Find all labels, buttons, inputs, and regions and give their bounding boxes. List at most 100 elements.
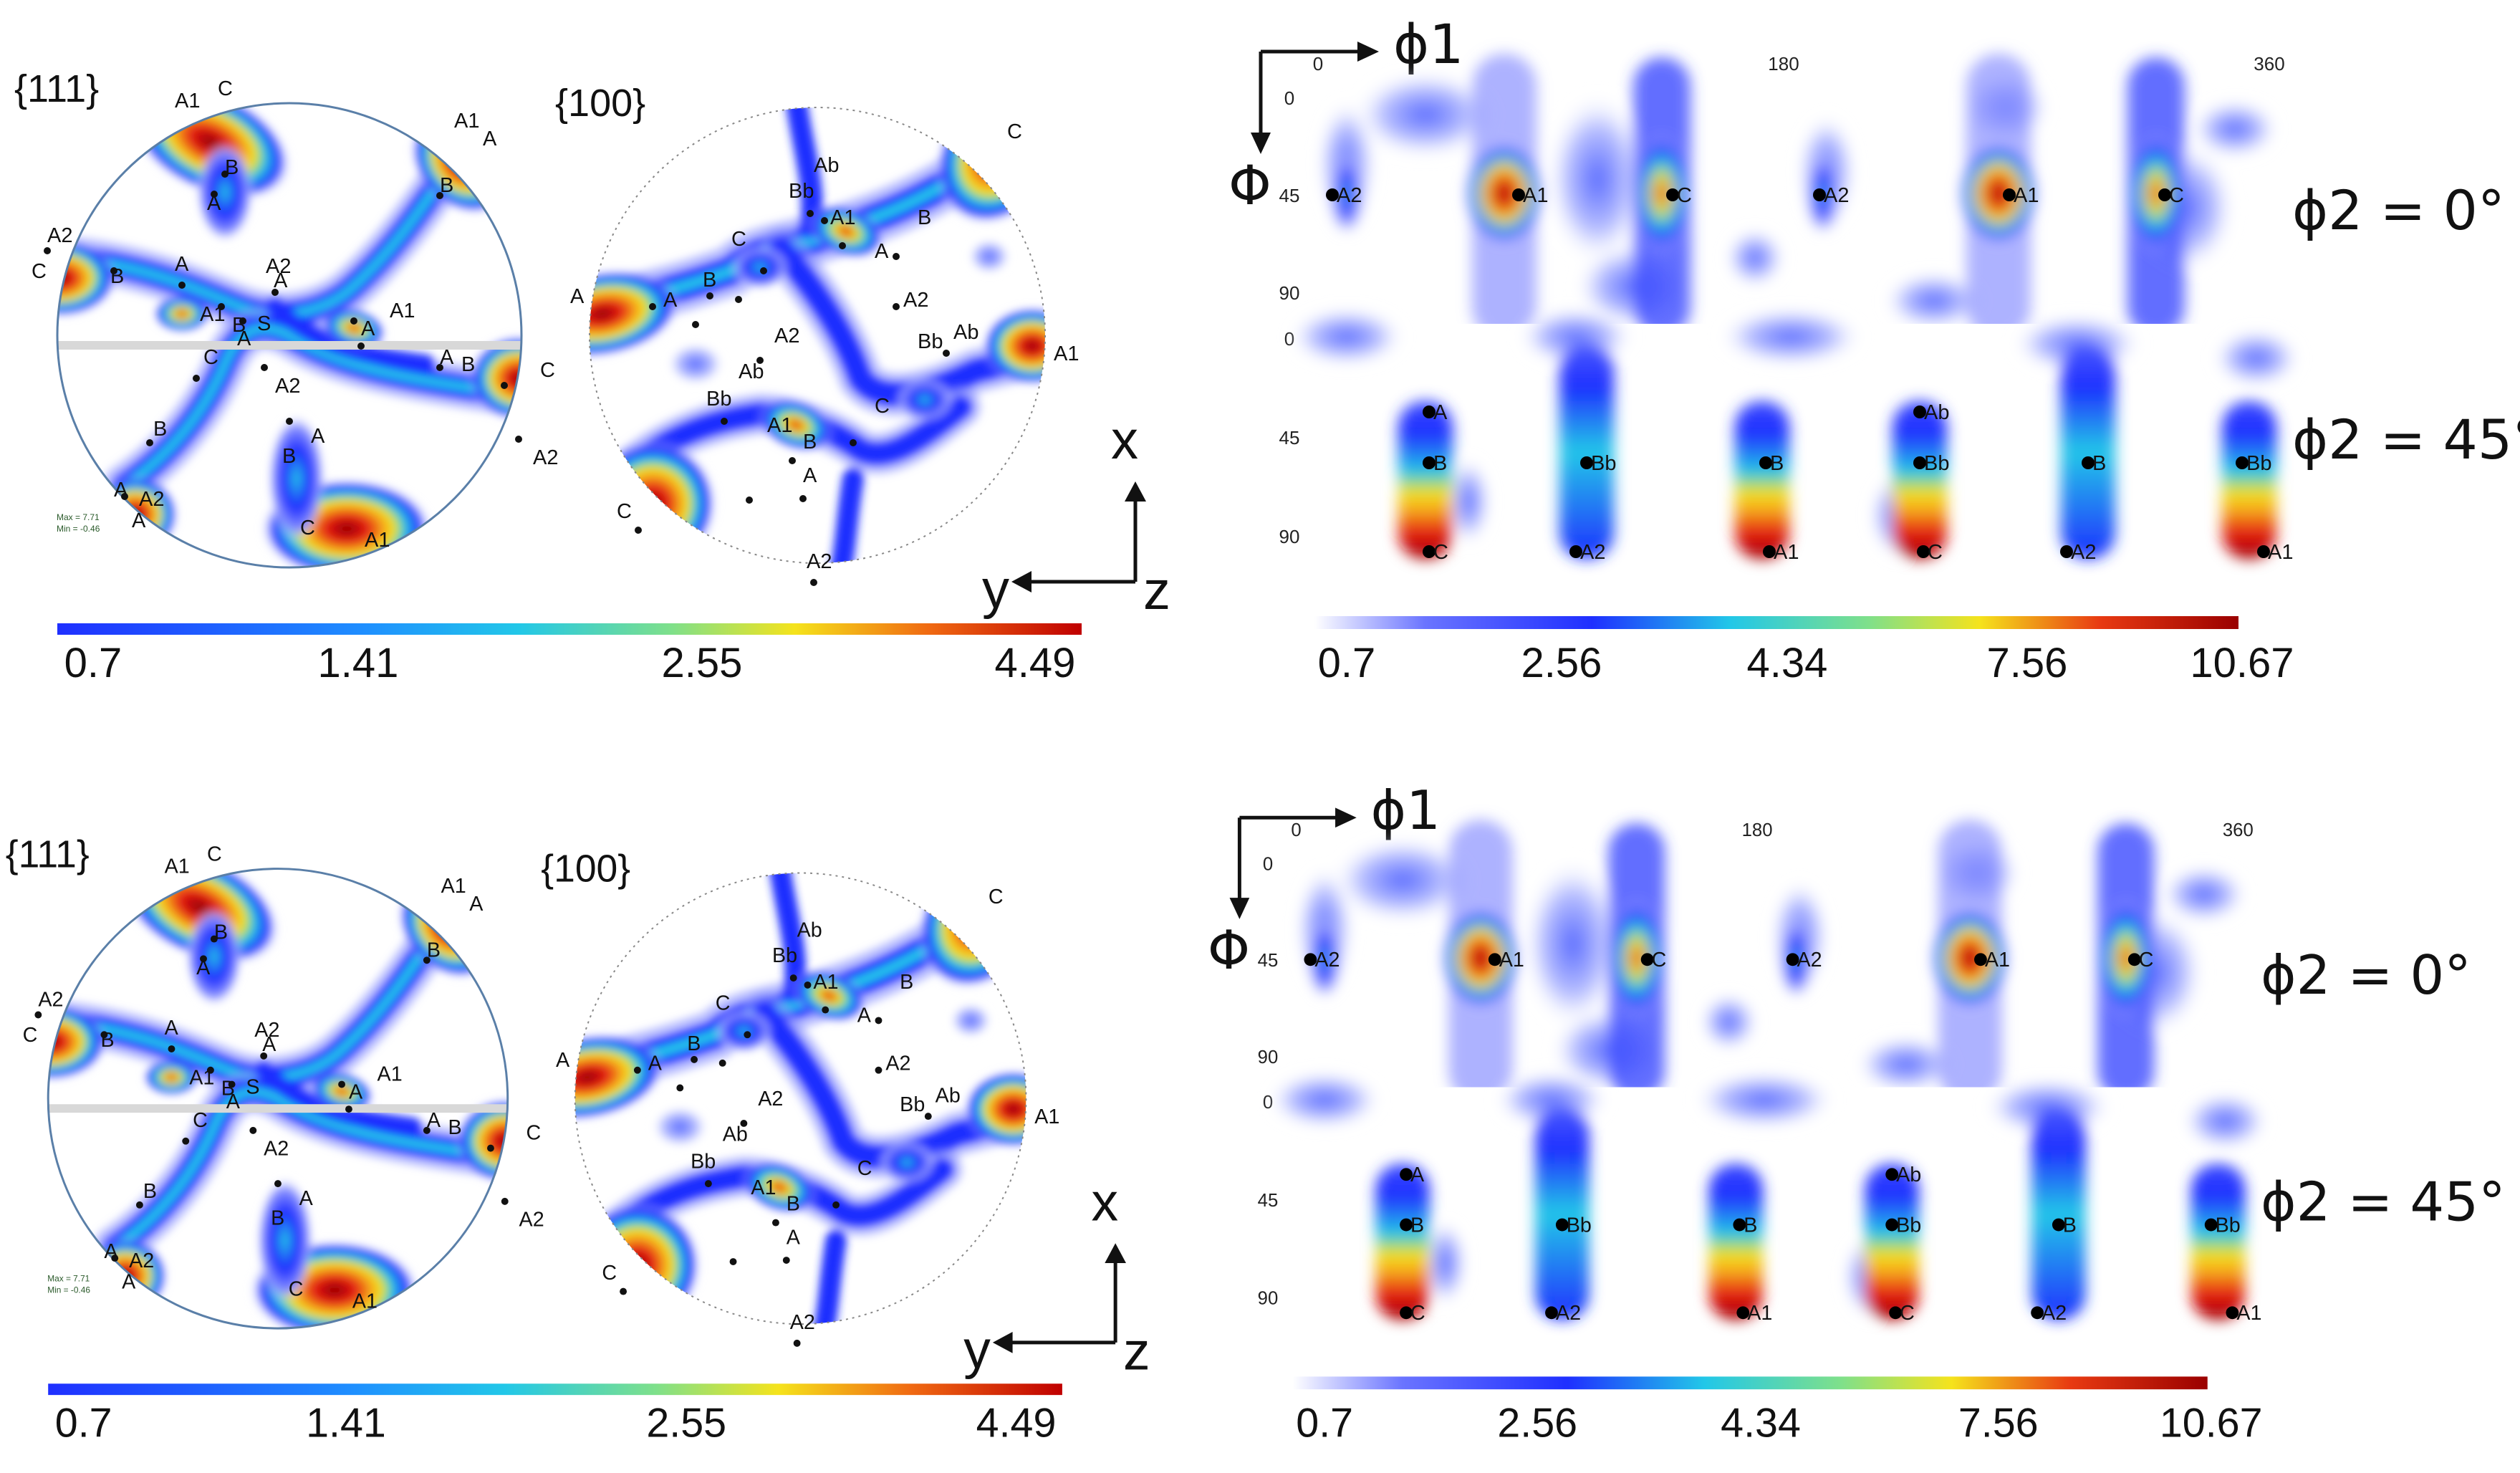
intensity-region [963,1070,1026,1148]
odf-colorbar-tick: 0.7 [1318,640,1376,686]
pole-marker [286,418,293,425]
pole-marker [357,342,365,350]
intensity-region [1268,1071,1382,1128]
odf-marker [1763,545,1776,558]
pole-label: A [165,1017,179,1040]
contours [1318,54,2278,340]
phi1-label: ϕ1 [1393,12,1464,76]
intensity-region [1423,1220,1467,1306]
pole-label: Ab [953,321,978,344]
pole-label: C [989,886,1004,908]
pole-label: Ab [936,1084,961,1107]
pole-marker [206,1066,214,1074]
colorbar-tick: 4.49 [995,640,1076,686]
odf-marker [1885,1168,1899,1181]
pole-marker [875,1066,883,1074]
pole-marker [228,1080,236,1088]
intensity-band [110,1087,495,1252]
pole-label: A2 [807,550,832,573]
divider-bar [57,341,521,350]
colorbar-tick: 0.7 [64,640,122,686]
pole-label: A1 [1054,342,1079,365]
pole-marker [832,1201,840,1209]
pole-marker [875,1017,883,1025]
odf-marker [2204,1218,2218,1232]
pole-label: A [274,269,288,292]
phi1-tick: 0 [1291,820,1301,840]
axes-triad: x y z [982,410,1170,621]
pole-marker [436,364,443,371]
pole-label: B [787,1193,800,1216]
y-arrowhead [1011,571,1031,592]
colorbar-tick: 1.41 [306,1401,386,1446]
odf-marker-label: A [1410,1163,1425,1186]
intensity-region [1930,908,2009,1008]
odf-marker-label: Bb [1591,452,1616,475]
pole-label: A2 [139,488,164,511]
pole-marker [649,303,656,310]
axis-x-label: x [1091,1172,1118,1232]
intensity-region [2127,136,2185,251]
pole-label: A [132,509,146,532]
odf-marker [2158,188,2171,201]
pole-marker [193,375,200,382]
x-arrowhead [1125,481,1146,502]
pole-label: A1 [813,971,838,994]
intensity-region [968,239,1011,274]
intensity-region [1547,93,1648,265]
pole-label: C [218,77,233,100]
pole-label: B [703,269,716,292]
intensity-region [1441,908,1520,1008]
pole-marker [893,303,900,310]
pole-label: B [900,971,913,994]
pole-marker [924,1113,932,1121]
intensity-region [1447,459,1490,544]
pole-label: A2 [38,989,63,1012]
phi1-tick: 0 [1313,53,1323,75]
odf-marker-label: B [2063,1214,2077,1237]
odf-marker [1913,456,1926,469]
Phi-tick: 0 [1284,87,1294,109]
pole-marker [146,439,153,446]
section-label-phi2-0: ϕ2 = 0° [2261,944,2471,1007]
pole-label: A [349,1080,363,1103]
odf-marker-label: C [1928,541,1943,564]
pole-marker [744,1031,751,1039]
pole-label: B [803,431,817,454]
pole-marker [782,1257,790,1264]
pole-label: A [226,1090,241,1113]
pole-marker [239,317,246,325]
intensity-region [2213,330,2299,387]
odf-colorbar-tick: 4.34 [1721,1401,1801,1446]
pole-label: C [857,1157,872,1180]
phi1-tick: 360 [2223,820,2254,840]
odf-colorbar-tick: 10.67 [2190,640,2294,686]
Phi-tick: 90 [1279,282,1300,304]
odf-colorbar-tick: 10.67 [2160,1401,2263,1446]
odf-marker [2257,545,2270,558]
intensity-region [143,1058,201,1096]
pole-marker [34,1011,42,1019]
colorbar-pole-figures [57,623,1082,635]
min-text: Min = -0.46 [47,1285,90,1295]
pole-label: B [448,1116,462,1139]
odf-marker-label: A2 [1824,184,1849,207]
min-text: Min = -0.46 [57,524,100,534]
odf-marker-label: C [1677,184,1692,207]
pole-label: A2 [47,224,72,247]
intensity-region [651,1105,708,1148]
pole-marker [704,1180,712,1188]
odf-marker-label: A2 [1337,184,1362,207]
pole-label: Bb [772,944,797,967]
odf-marker [1423,456,1435,469]
intensity-region [321,307,387,350]
pole-label: A [196,956,211,979]
pole-marker [111,1254,119,1262]
intensity-column [1865,1163,1919,1320]
pole-label: A2 [774,325,799,347]
intensity-region [2161,865,2247,923]
pole-marker [182,1137,190,1145]
